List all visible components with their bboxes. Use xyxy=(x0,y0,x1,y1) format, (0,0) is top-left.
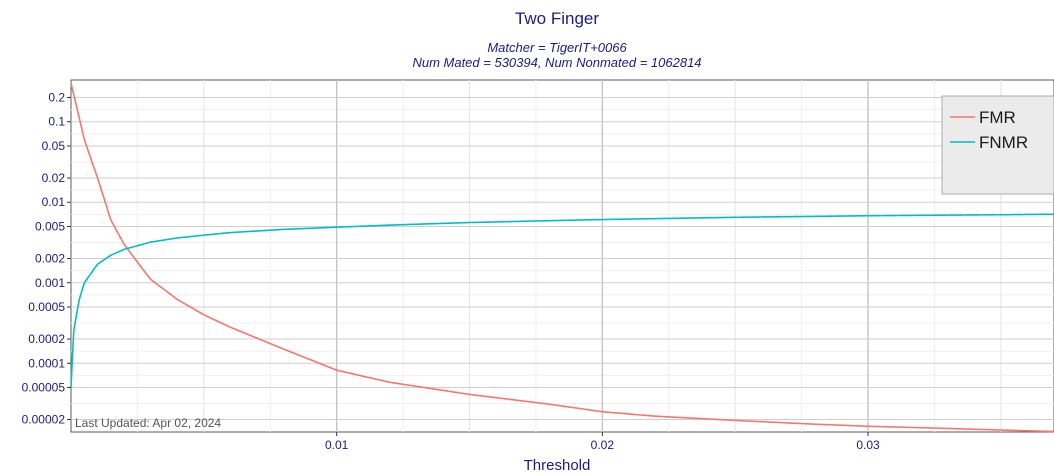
y-tick-label: 0.0002 xyxy=(28,332,65,346)
y-tick-label: 0.2 xyxy=(48,91,65,105)
major-grid xyxy=(71,80,1054,432)
legend: FMR FNMR xyxy=(941,95,1054,195)
y-tick-label: 0.02 xyxy=(42,171,66,185)
minor-grid xyxy=(71,80,1054,432)
y-tick-label: 0.05 xyxy=(42,139,66,153)
legend-box xyxy=(941,95,1054,195)
y-tick-label: 0.00002 xyxy=(22,413,66,427)
chart-title: Two Finger xyxy=(515,9,599,28)
y-tick-label: 0.00005 xyxy=(22,380,66,394)
x-tick-label: 0.01 xyxy=(325,438,349,452)
x-tick-label: 0.02 xyxy=(591,438,615,452)
y-tick-label: 0.005 xyxy=(35,219,65,233)
y-tick-label: 0.01 xyxy=(42,195,66,209)
x-tick-label: 0.03 xyxy=(856,438,880,452)
y-tick-label: 0.001 xyxy=(35,276,65,290)
legend-label-fmr: FMR xyxy=(979,108,1016,127)
y-tick-label: 0.002 xyxy=(35,252,65,266)
plot-panel xyxy=(70,79,1054,433)
legend-label-fnmr: FNMR xyxy=(979,133,1028,152)
y-tick-label: 0.0001 xyxy=(28,356,65,370)
series-layer xyxy=(70,83,1054,433)
last-updated-note: Last Updated: Apr 02, 2024 xyxy=(75,416,221,430)
chart-subtitle-line-2: Num Mated = 530394, Num Nonmated = 10628… xyxy=(412,55,701,70)
y-tick-label: 0.1 xyxy=(48,115,65,129)
chart-subtitle-line-1: Matcher = TigerIT+0066 xyxy=(487,40,627,55)
series-line-fmr xyxy=(70,83,1054,433)
y-tick-label: 0.0005 xyxy=(28,300,65,314)
x-axis-label: Threshold xyxy=(524,457,591,474)
series-line-fnmr xyxy=(70,213,1054,388)
x-axis-ticks: 0.01 0.02 0.03 xyxy=(325,432,880,452)
y-axis-ticks: 0.2 0.1 0.05 0.02 0.01 0.005 0.002 0.001 0.0005 0… xyxy=(22,91,71,427)
